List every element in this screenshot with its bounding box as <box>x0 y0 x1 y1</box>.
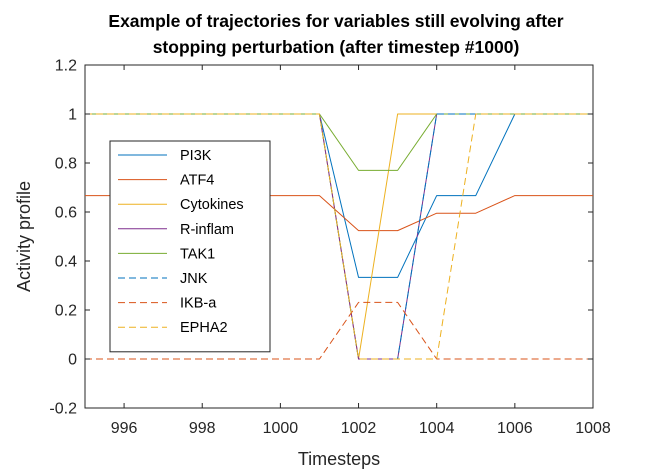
series-line-epha2 <box>85 113 593 360</box>
legend-label: IKB-a <box>180 296 217 312</box>
series-line-atf4 <box>85 195 593 232</box>
x-tick-label: 1000 <box>263 420 299 437</box>
legend: PI3K ATF4 Cytokines R-inflam TAK1 JNK IKB-a EPH… <box>109 140 271 353</box>
x-tick-label: 1004 <box>419 420 455 437</box>
y-tick-label: 0.4 <box>55 254 77 271</box>
x-tick-label: 1006 <box>497 420 533 437</box>
legend-label: Cytokines <box>180 197 244 213</box>
y-tick-label: 0.8 <box>55 156 77 173</box>
x-tick-label: 998 <box>189 420 216 437</box>
series-layer <box>85 113 593 360</box>
y-axis-label: Activity profile <box>14 181 34 292</box>
legend-label: R-inflam <box>180 222 234 238</box>
legend-label: JNK <box>180 271 208 287</box>
series-line-ikb-a <box>85 301 593 360</box>
legend-label: PI3K <box>180 148 212 164</box>
legend-box <box>109 140 271 353</box>
x-tick-label: 1008 <box>575 420 611 437</box>
x-tick-label: 996 <box>111 420 138 437</box>
x-tick-label: 1002 <box>341 420 377 437</box>
y-tick-label: 0.2 <box>55 303 77 320</box>
chart-title-line-1: Example of trajectories for variables st… <box>108 11 563 31</box>
y-tick-label: 0 <box>68 352 77 369</box>
y-tick-label: 0.6 <box>55 205 77 222</box>
legend-label: ATF4 <box>180 173 214 189</box>
y-tick-label: 1.2 <box>55 58 77 75</box>
y-tick-label: 1 <box>68 107 77 124</box>
x-axis-label: Timesteps <box>298 449 380 469</box>
y-tick-label: -0.2 <box>49 401 77 418</box>
chart-title-line-2: stopping perturbation (after timestep #1… <box>153 37 520 57</box>
legend-label: TAK1 <box>180 246 215 262</box>
series-line-jnk <box>85 113 593 360</box>
ticks-layer: 996 998 1000 1002 1004 1006 1008 -0.2 0 0.2 0.4 0.6… <box>49 58 610 438</box>
legend-label: EPHA2 <box>180 320 228 336</box>
